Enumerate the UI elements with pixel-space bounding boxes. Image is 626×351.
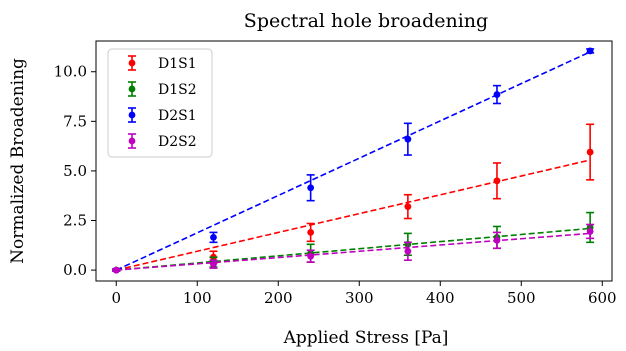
- legend-label: D1S1: [158, 56, 197, 72]
- x-tick-label: 0: [111, 289, 121, 307]
- fit-line: [116, 159, 591, 271]
- fit-line: [116, 227, 591, 271]
- legend-label: D1S2: [158, 82, 197, 98]
- x-tick-label: 500: [507, 289, 536, 307]
- x-axis-label: Applied Stress [Pa]: [283, 328, 449, 348]
- data-point: [586, 148, 594, 156]
- legend-box: [107, 48, 213, 158]
- legend: D1S1 D1S2 D2S1 D2S2: [107, 48, 213, 158]
- data-point: [307, 252, 315, 260]
- y-tick-label: 7.5: [63, 112, 87, 130]
- data-point: [404, 247, 412, 255]
- x-tick-label: 300: [345, 289, 374, 307]
- data-point: [586, 47, 594, 55]
- plot-area: [112, 47, 595, 274]
- legend-label: D2S1: [158, 108, 197, 124]
- legend-marker: [128, 137, 136, 145]
- x-tick-label: 600: [588, 289, 617, 307]
- data-point: [210, 260, 217, 268]
- y-tick-label: 10.0: [54, 63, 87, 81]
- data-point: [307, 229, 315, 236]
- y-tick-label: 5.0: [63, 162, 87, 180]
- x-tick-label: 400: [426, 289, 455, 307]
- axes-ticks: 0 100 200 300 400 500 600 0.0 2.5 5.0 7.5 10.0: [54, 63, 617, 307]
- data-point: [493, 91, 501, 98]
- legend-entry-d1s1: D1S1: [128, 55, 197, 72]
- x-tick-label: 200: [264, 289, 293, 307]
- x-tick-label: 100: [183, 289, 212, 307]
- chart-title: Spectral hole broadening: [244, 10, 488, 32]
- legend-label: D2S2: [158, 134, 197, 150]
- legend-entry-d2s2: D2S2: [128, 133, 197, 150]
- data-point: [404, 135, 412, 143]
- legend-marker: [128, 59, 136, 67]
- data-point: [112, 266, 120, 274]
- data-point: [586, 228, 594, 235]
- legend-marker: [128, 85, 136, 93]
- data-point: [493, 236, 501, 244]
- data-point: [307, 184, 315, 192]
- series-d2s2: [112, 223, 595, 274]
- fit-line: [116, 232, 591, 271]
- y-tick-label: 2.5: [63, 212, 87, 230]
- y-axis-label: Normalized Broadening: [8, 58, 28, 264]
- plot-frame: [95, 40, 613, 282]
- y-tick-label: 0.0: [63, 261, 87, 279]
- fit-line: [115, 51, 591, 271]
- legend-entry-d1s2: D1S2: [128, 81, 197, 98]
- data-point: [210, 233, 217, 241]
- legend-marker: [128, 111, 136, 119]
- data-point: [493, 177, 501, 185]
- data-point: [404, 203, 412, 211]
- legend-entry-d2s1: D2S1: [128, 107, 197, 124]
